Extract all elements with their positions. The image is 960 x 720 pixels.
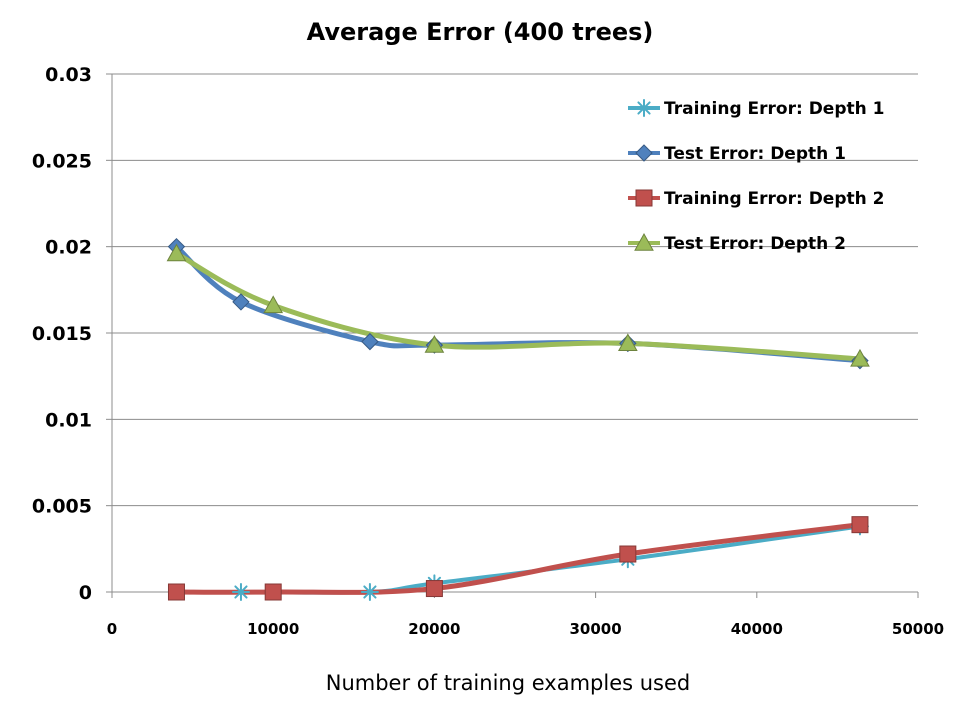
x-tick-label: 20000 — [408, 620, 460, 638]
gridlines — [112, 73, 918, 593]
x-tick-label: 50000 — [892, 620, 944, 638]
data-point-s3-p1 — [263, 295, 284, 314]
data-point-s2-p4 — [851, 516, 869, 534]
data-point-s0-p0 — [231, 583, 250, 601]
legend-item-0: Training Error: Depth 1 — [628, 99, 884, 119]
chart-title: Average Error (400 trees) — [307, 18, 654, 46]
data-point-s3-p2 — [424, 335, 445, 353]
data-point-s2-p1 — [264, 583, 282, 601]
legend-item-1: Test Error: Depth 1 — [628, 144, 846, 164]
x-tick-label: 30000 — [570, 620, 622, 638]
data-point-s2-p0 — [167, 583, 185, 601]
data-point-s3-p4 — [850, 348, 870, 367]
x-tick-labels: 0 10000 20000 30000 40000 50000 — [107, 620, 944, 638]
data-point-s0-p1 — [360, 583, 379, 601]
y-tick-label: 0.02 — [45, 237, 92, 259]
legend-label: Training Error: Depth 1 — [664, 99, 884, 119]
legend-label: Test Error: Depth 2 — [664, 234, 846, 254]
y-tick-label: 0.005 — [32, 496, 92, 518]
data-point-s1-p1 — [232, 293, 250, 311]
series-line-1 — [173, 244, 863, 364]
series-line-2 — [173, 522, 863, 595]
x-tick-label: 0 — [107, 620, 117, 638]
legend-swatch-marker — [635, 99, 653, 117]
x-axis-label: Number of training examples used — [326, 671, 691, 695]
data-point-s1-p2 — [361, 332, 379, 351]
series-markers — [166, 237, 870, 601]
legend: Training Error: Depth 1 Test Error: Depth… — [628, 99, 884, 254]
legend-swatch-marker — [634, 232, 654, 251]
data-point-s2-p3 — [619, 545, 637, 563]
y-tick-label: 0.03 — [45, 64, 92, 86]
data-point-s2-p2 — [425, 580, 443, 598]
y-tick-label: 0.025 — [32, 150, 92, 172]
y-tick-label: 0 — [79, 582, 92, 604]
legend-label: Test Error: Depth 1 — [664, 144, 846, 164]
data-point-s3-p3 — [617, 333, 638, 352]
x-tick-label: 10000 — [247, 620, 299, 638]
y-tick-label: 0.01 — [45, 409, 92, 431]
series-line-3 — [173, 251, 863, 362]
data-point-s3-p0 — [166, 243, 187, 262]
legend-item-3: Test Error: Depth 2 — [628, 232, 846, 254]
y-tick-labels: 0 0.005 0.01 0.015 0.02 0.025 0.03 — [32, 64, 92, 604]
legend-item-2: Training Error: Depth 2 — [628, 189, 884, 209]
legend-label: Training Error: Depth 2 — [664, 189, 884, 209]
x-tick-label: 40000 — [731, 620, 783, 638]
legend-swatch-marker — [635, 144, 653, 162]
legend-swatch-marker — [635, 189, 653, 207]
y-tick-label: 0.015 — [32, 323, 92, 345]
